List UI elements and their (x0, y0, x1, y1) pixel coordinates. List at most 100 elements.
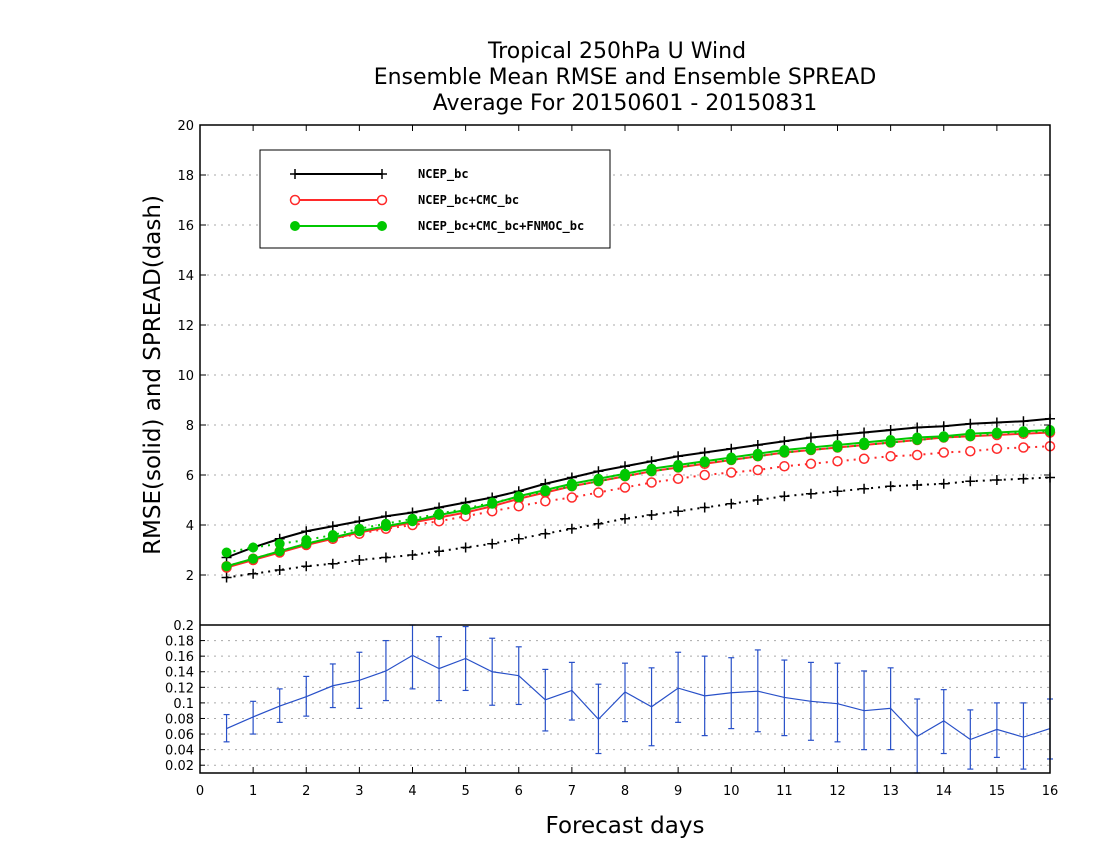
plus-marker (938, 478, 949, 489)
plus-marker (885, 425, 896, 435)
filled-circle-marker (290, 221, 300, 231)
filled-circle-marker (407, 513, 418, 524)
filled-circle-marker (620, 471, 630, 482)
open-circle-marker (540, 496, 551, 507)
x-tick-label: 8 (621, 784, 629, 799)
plus-marker (991, 475, 1002, 485)
filled-circle-marker (805, 445, 816, 455)
plus-marker (699, 502, 710, 513)
series-NCEP_bc+CMC_bc (221, 427, 1056, 573)
filled-circle-marker (377, 221, 387, 231)
open-circle-marker (938, 447, 949, 458)
filled-circle-marker (274, 538, 285, 549)
filled-circle-marker (885, 437, 896, 448)
plus-marker (832, 486, 843, 497)
filled-circle-marker (726, 455, 737, 465)
plus-marker (646, 510, 657, 520)
top-y-tick-label: 2 (186, 569, 194, 584)
x-tick-label: 4 (408, 784, 416, 799)
x-tick-label: 15 (989, 784, 1006, 799)
open-circle-marker (566, 492, 578, 503)
plus-marker (221, 572, 232, 583)
bottom-y-tick-label: 0.08 (165, 712, 194, 727)
plus-marker (779, 491, 790, 502)
open-circle-marker (752, 464, 764, 476)
filled-circle-marker (460, 503, 471, 514)
bottom-y-tick-label: 0.02 (165, 759, 194, 774)
plus-marker (673, 451, 684, 462)
x-tick-label: 11 (776, 784, 793, 799)
open-circle-marker (672, 473, 684, 484)
bottom-y-tick-label: 0.04 (165, 744, 194, 759)
filled-circle-marker (938, 432, 949, 443)
open-circle-marker (779, 461, 790, 472)
plus-marker (805, 432, 816, 443)
plus-marker (726, 443, 737, 454)
plus-marker (593, 518, 604, 529)
bottom-y-tick-label: 0.1 (173, 697, 194, 712)
plus-marker (912, 422, 923, 433)
plus-marker (301, 561, 312, 572)
open-circle-marker (593, 487, 604, 498)
plus-marker (407, 550, 418, 560)
chart-title-line-2: Ensemble Mean RMSE and Ensemble SPREAD (374, 65, 877, 90)
top-y-tick-label: 16 (177, 219, 194, 234)
filled-circle-marker (912, 435, 923, 445)
plus-marker (912, 480, 923, 490)
plus-marker (434, 546, 445, 557)
filled-circle-marker (487, 497, 498, 508)
legend-item: NCEP_bc+CMC_bc (289, 193, 519, 208)
bottom-y-tick-label: 0.14 (165, 666, 194, 681)
y-axis-label: RMSE(solid) and SPREAD(dash) (140, 195, 166, 555)
plus-marker (699, 447, 710, 458)
bottom-y-tick-label: 0.18 (165, 635, 194, 650)
series-NCEP_bc+CMC_bc+FNMOC_bc (221, 425, 1055, 572)
open-circle-marker (965, 446, 976, 457)
top-y-tick-label: 20 (177, 119, 194, 134)
plus-marker (540, 528, 551, 539)
top-y-tick-label: 18 (177, 169, 194, 184)
plus-marker (377, 169, 387, 179)
plus-marker (301, 526, 312, 537)
plus-marker (566, 523, 577, 534)
open-circle-marker (911, 449, 923, 461)
open-circle-marker (376, 194, 388, 206)
filled-circle-marker (699, 457, 710, 468)
open-circle-marker (646, 477, 657, 488)
filled-circle-marker (327, 530, 338, 540)
x-tick-label: 3 (355, 784, 363, 799)
x-tick-label: 6 (515, 784, 523, 799)
rmse-line (226, 431, 1051, 569)
x-tick-label: 14 (935, 784, 952, 799)
plus-marker (965, 476, 976, 487)
top-y-tick-label: 12 (177, 319, 194, 334)
plus-marker (805, 488, 816, 499)
open-circle-marker (858, 453, 870, 464)
axis-ticks: 24681012141618200.020.040.060.080.10.120… (165, 119, 1058, 799)
plus-marker (460, 542, 471, 553)
top-y-tick-label: 4 (186, 519, 194, 534)
legend-item: NCEP_bc+CMC_bc+FNMOC_bc (290, 219, 584, 234)
filled-circle-marker (354, 523, 365, 534)
plus-marker (752, 440, 763, 450)
bottom-y-tick-label: 0.2 (173, 619, 194, 634)
x-tick-label: 1 (249, 784, 257, 799)
filled-circle-marker (434, 508, 445, 519)
chart-title: Tropical 250hPa U Wind Ensemble Mean RMS… (374, 39, 877, 116)
filled-circle-marker (859, 440, 870, 450)
open-circle-marker (619, 482, 631, 493)
plus-marker (832, 430, 843, 440)
plus-marker (327, 558, 338, 569)
filled-circle-marker (832, 442, 843, 453)
plus-marker (248, 568, 259, 579)
plus-marker (354, 555, 365, 565)
open-circle-marker (805, 458, 817, 469)
bottom-panel-series (223, 624, 1053, 774)
legend: NCEP_bc NCEP_bc+CMC_bc NCEP_bc+CMC_bc+FNMO… (259, 149, 611, 249)
x-tick-label: 0 (196, 784, 204, 799)
chart-title-line-1: Tropical 250hPa U Wind (487, 39, 746, 64)
legend-label: NCEP_bc+CMC_bc (418, 193, 519, 208)
open-circle-marker (885, 451, 896, 462)
plus-marker (938, 421, 949, 432)
filled-circle-marker (991, 428, 1002, 439)
